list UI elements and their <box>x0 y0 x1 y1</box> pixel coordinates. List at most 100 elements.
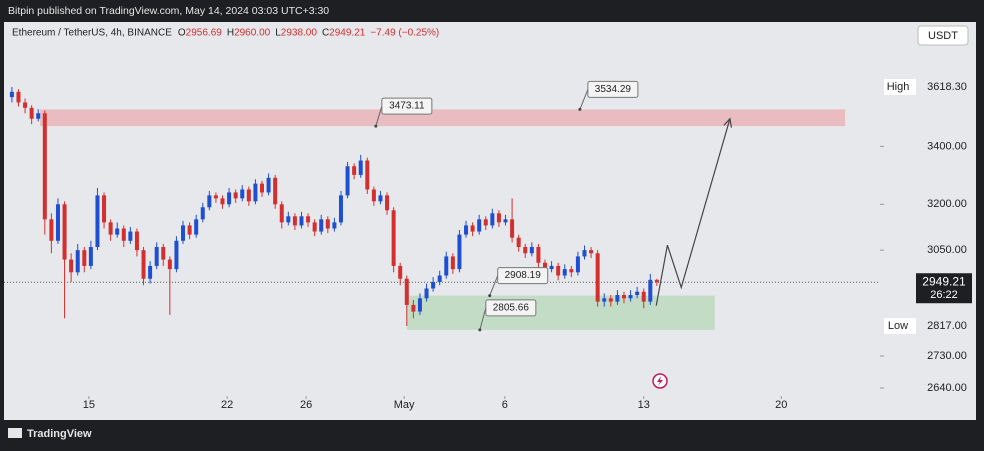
candle-body <box>628 295 633 299</box>
ohlc-key: C <box>322 28 329 39</box>
annotation-anchor <box>374 124 378 128</box>
marker-name-box <box>884 78 916 95</box>
candle-body <box>575 256 580 273</box>
candle-body <box>9 91 14 98</box>
annotation-label: 3473.11 <box>389 101 425 112</box>
candle-body <box>102 195 107 223</box>
currency-box[interactable] <box>917 25 969 46</box>
candle-body <box>437 275 442 282</box>
candle-body <box>338 195 343 223</box>
ohlc-value: 2949.21 <box>329 28 366 39</box>
candle-body <box>88 247 93 266</box>
ohlc-value: 2956.69 <box>186 28 223 39</box>
candle-body <box>115 228 120 235</box>
candle-body <box>483 219 488 226</box>
candle-body <box>259 183 264 193</box>
candle-body <box>181 225 186 241</box>
published-line: Bitpin published on TradingView.com, May… <box>8 5 329 17</box>
candle-body <box>589 250 594 254</box>
candle-body <box>345 166 350 196</box>
zone <box>40 109 846 127</box>
candle-body <box>352 166 357 175</box>
candle-body <box>496 213 501 223</box>
y-tick-label: 2640.00 <box>927 382 967 394</box>
ohlc-value: 2960.00 <box>234 28 271 39</box>
candle-body <box>108 222 113 235</box>
x-tick-label: 26 <box>300 399 312 411</box>
x-tick-label: 15 <box>83 399 95 411</box>
y-tick-label: 3200.00 <box>927 198 967 210</box>
x-tick-label: May <box>394 399 415 411</box>
annotation-label: 2908.19 <box>505 270 542 281</box>
candle-body <box>378 195 383 202</box>
annotation-leader <box>479 307 487 331</box>
candle-body <box>233 192 238 199</box>
candle-body <box>69 259 74 273</box>
annotation-label: 2805.66 <box>493 303 530 314</box>
candle-body <box>49 219 54 241</box>
candle-body <box>161 247 166 260</box>
ohlc-key: H <box>227 28 234 39</box>
candle-body <box>332 222 337 229</box>
candle-body <box>167 259 172 270</box>
candle-body <box>306 216 311 223</box>
bolt-icon[interactable] <box>652 373 668 389</box>
candle-body <box>174 240 179 270</box>
candle-body <box>213 195 218 199</box>
last-price-box <box>916 273 972 304</box>
candle-body <box>595 253 600 302</box>
annotation-box <box>497 267 549 285</box>
candle-body <box>319 219 324 232</box>
candle-body <box>490 213 495 226</box>
candle-body <box>36 113 41 119</box>
candle-body <box>654 279 659 283</box>
candle-body <box>615 295 620 302</box>
y-tick-label: 3400.00 <box>927 140 967 152</box>
candle-body <box>128 231 133 241</box>
ohlc-key: L <box>275 28 281 39</box>
candle-body <box>23 102 28 108</box>
candle-body <box>635 291 640 296</box>
candles <box>9 86 659 327</box>
x-tick-label: 22 <box>221 399 233 411</box>
candle-body <box>648 279 653 302</box>
candle-body <box>253 183 258 202</box>
candle-body <box>464 225 469 235</box>
candle-body <box>424 288 429 299</box>
candle-body <box>608 298 613 302</box>
candle-body <box>134 231 139 251</box>
marker-name: Low <box>888 320 908 332</box>
candle-body <box>536 247 541 263</box>
candle-body <box>16 91 21 103</box>
marker-name: High <box>887 81 910 93</box>
candle-body <box>187 225 192 235</box>
annotation-box <box>485 299 537 317</box>
candle-body <box>391 210 396 266</box>
candle-body <box>621 295 626 299</box>
candle-body <box>312 222 317 232</box>
candle-body <box>299 216 304 226</box>
candle-body <box>141 250 146 279</box>
candle-body <box>273 177 278 205</box>
candle-body <box>510 219 515 238</box>
x-tick-label: 13 <box>638 399 650 411</box>
candle-body <box>385 195 390 211</box>
y-tick-label: 3050.00 <box>927 244 967 256</box>
candle-body <box>154 247 159 266</box>
marker-label: 3618.30 <box>927 81 967 93</box>
brand: TradingView <box>27 428 92 440</box>
candle-body <box>582 250 587 257</box>
change: −7.49 (−0.25%) <box>370 28 439 39</box>
candle-body <box>404 278 409 305</box>
annotation-leader <box>375 105 383 127</box>
candle-body <box>477 219 482 232</box>
candle-body <box>75 250 80 273</box>
candle-body <box>325 219 330 229</box>
candle-body <box>523 247 528 254</box>
candle-body <box>470 225 475 232</box>
candle-body <box>457 234 462 270</box>
annotation-anchor <box>478 328 482 332</box>
x-tick-label: 6 <box>502 399 508 411</box>
